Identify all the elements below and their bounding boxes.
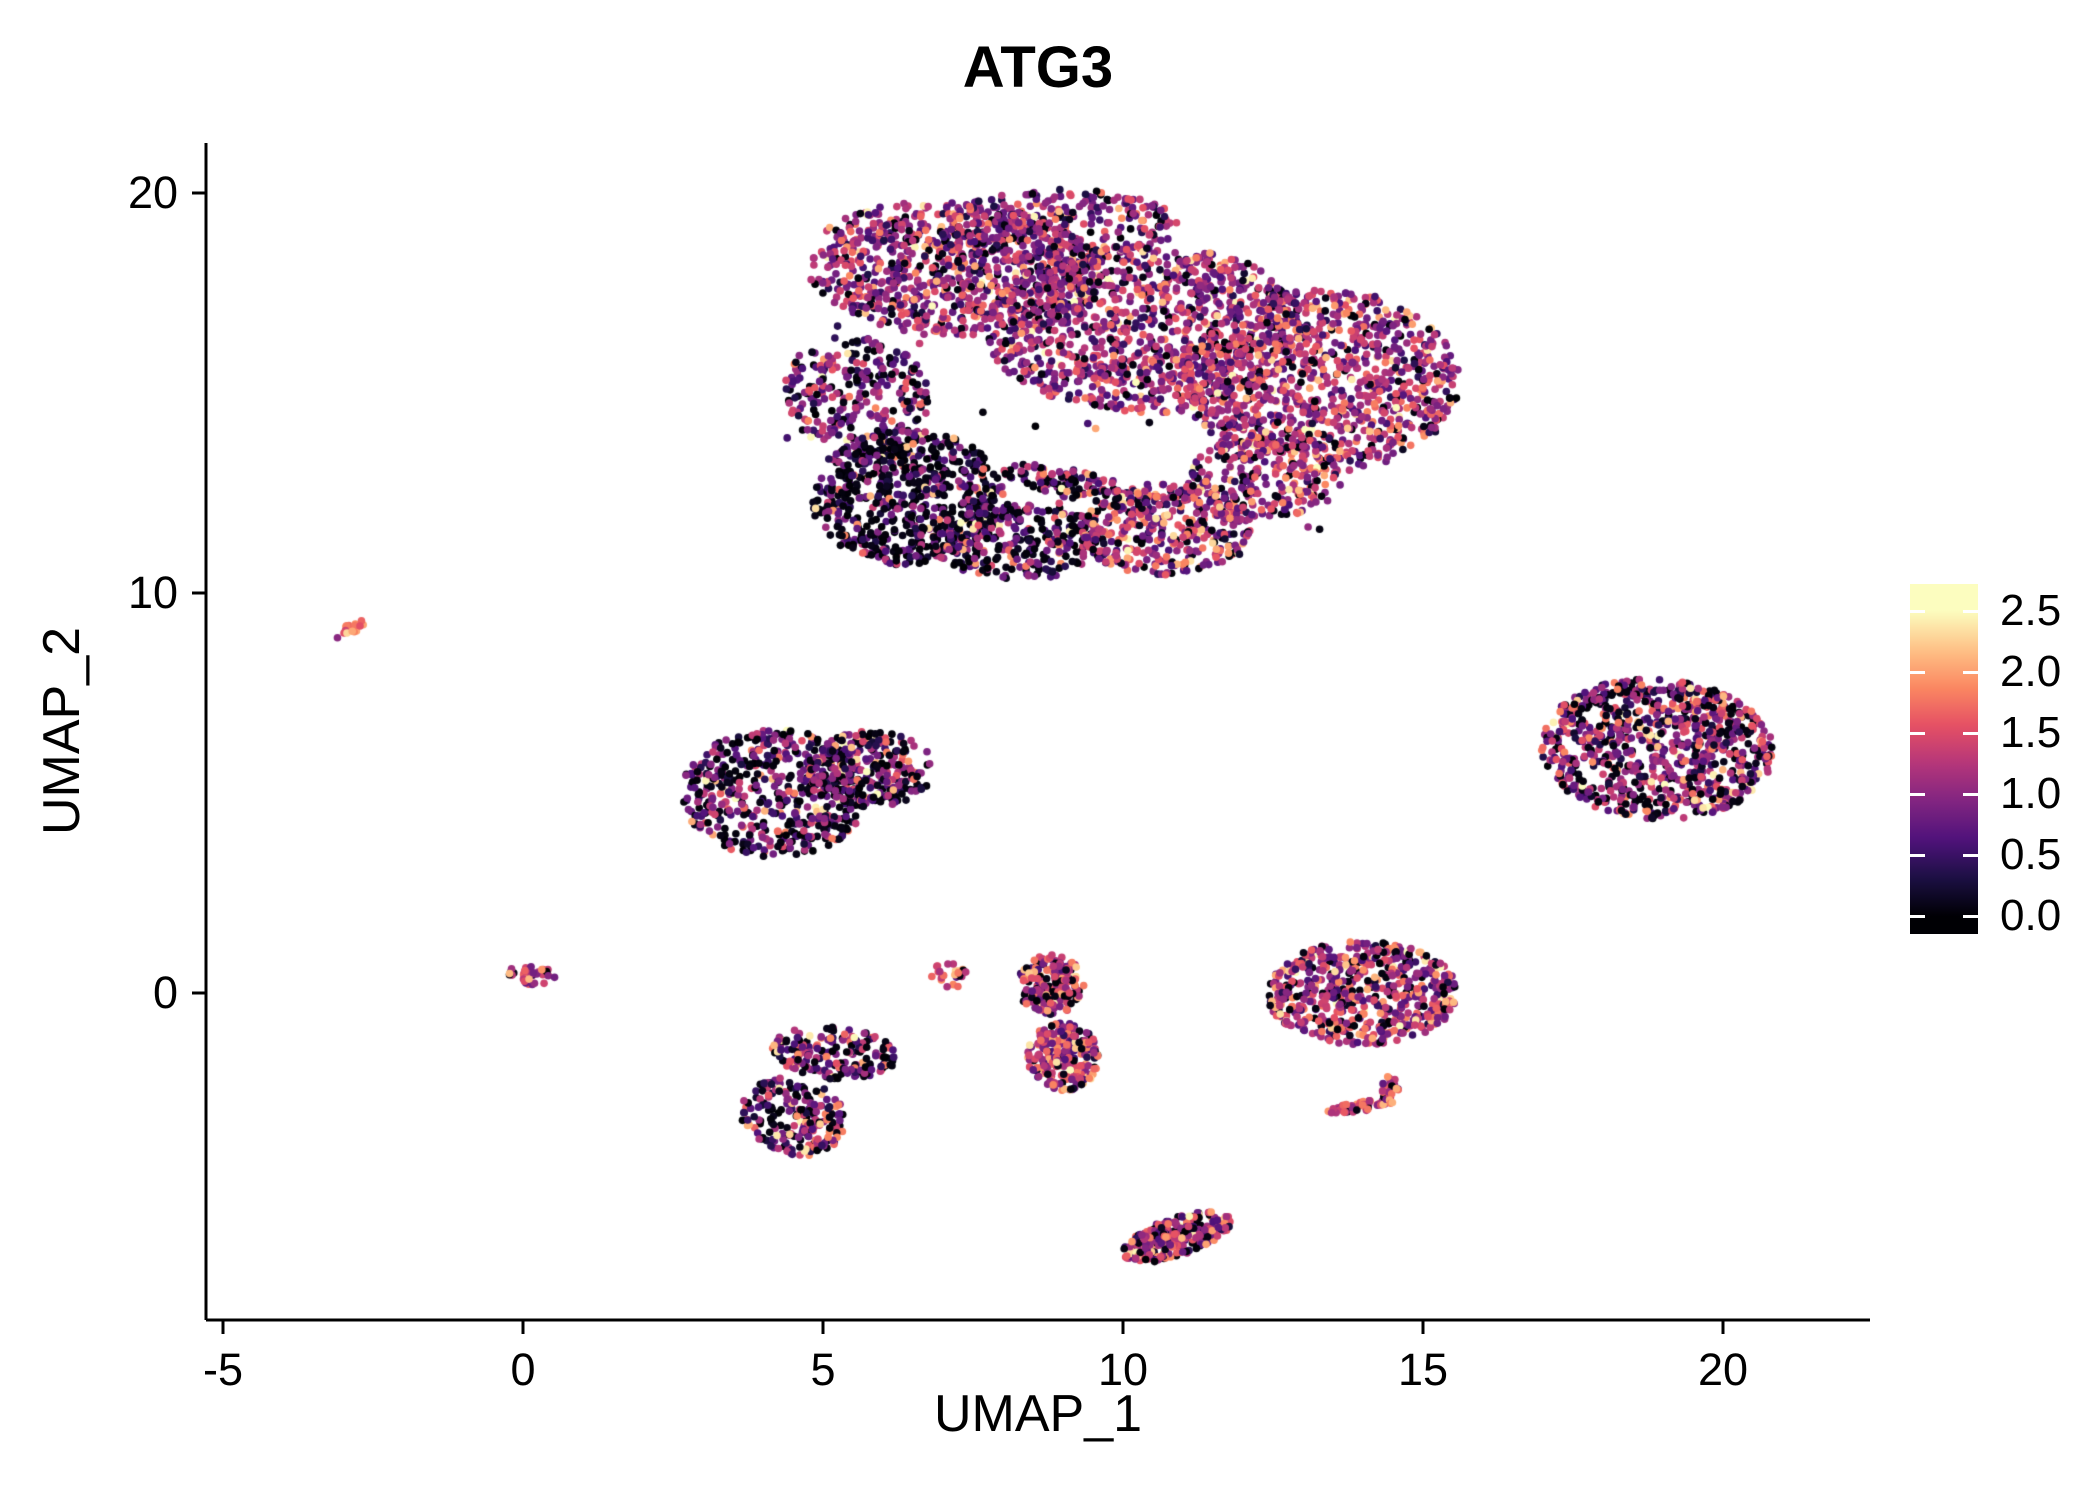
- y-axis-title: UMAP_2: [33, 626, 91, 836]
- colorbar-tick-label: 2.0: [2000, 647, 2062, 696]
- colorbar-tick-label: 1.5: [2000, 708, 2062, 757]
- colorbar-tick-mark: [1910, 731, 1925, 735]
- colorbar-gradient: [1910, 584, 1978, 934]
- colorbar-tick-mark: [1963, 670, 1978, 674]
- colorbar-tick-mark: [1910, 853, 1925, 857]
- colorbar-tick-label: 0.0: [2000, 891, 2062, 940]
- x-tick-label: -5: [202, 1344, 244, 1395]
- x-tick-label: 15: [1397, 1344, 1449, 1395]
- y-tick-label: 0: [152, 967, 178, 1018]
- colorbar-tick-label: 0.5: [2000, 830, 2062, 879]
- x-tick-label: 0: [510, 1344, 536, 1395]
- colorbar-tick-mark: [1910, 609, 1925, 613]
- x-tick-label: 10: [1097, 1344, 1149, 1395]
- colorbar-tick-label: 2.5: [2000, 586, 2062, 635]
- x-tick-label: 5: [810, 1344, 836, 1395]
- plot-title: ATG3: [962, 35, 1114, 100]
- colorbar-tick-mark: [1963, 853, 1978, 857]
- colorbar-tick-mark: [1910, 914, 1925, 918]
- y-tick-label: 20: [127, 167, 178, 218]
- x-tick-label: 20: [1697, 1344, 1749, 1395]
- colorbar-tick-mark: [1963, 731, 1978, 735]
- colorbar-tick-label: 1.0: [2000, 769, 2062, 818]
- y-tick-label: 10: [127, 567, 178, 618]
- colorbar-tick-mark: [1963, 792, 1978, 796]
- x-axis-title: UMAP_1: [933, 1385, 1143, 1443]
- colorbar-tick-mark: [1963, 609, 1978, 613]
- colorbar-tick-mark: [1963, 914, 1978, 918]
- colorbar-tick-mark: [1910, 670, 1925, 674]
- colorbar-tick-mark: [1910, 792, 1925, 796]
